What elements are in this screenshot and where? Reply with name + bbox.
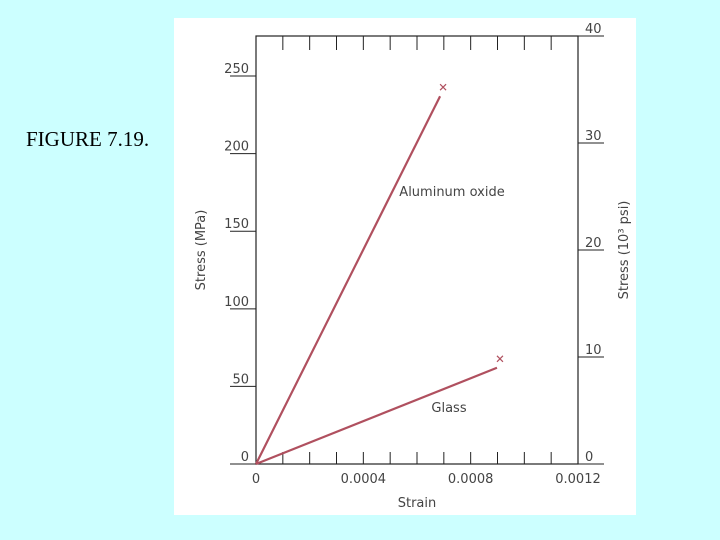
chart-panel xyxy=(174,18,636,515)
y2-tick-label: 30 xyxy=(585,129,602,144)
x-tick-label: 0 xyxy=(252,472,260,487)
y-tick-label: 250 xyxy=(224,62,249,77)
series-line xyxy=(255,366,498,466)
fracture-marker xyxy=(439,83,447,91)
series-label: Aluminum oxide xyxy=(399,185,504,200)
y2-tick-label: 0 xyxy=(585,450,593,465)
y2-axis-label: Stress (10³ psi) xyxy=(617,201,632,300)
y-tick-label: 100 xyxy=(224,295,249,310)
y-tick-label: 150 xyxy=(224,217,249,232)
y-tick-label: 200 xyxy=(224,140,249,155)
y2-tick-label: 20 xyxy=(585,236,602,251)
x-axis-label: Strain xyxy=(398,496,437,511)
fracture-marker xyxy=(496,355,504,363)
figure-label: FIGURE 7.19. xyxy=(26,127,149,151)
y2-tick-label: 40 xyxy=(585,22,602,37)
x-tick-label: 0.0004 xyxy=(341,472,387,487)
series-line xyxy=(255,95,442,465)
series-label: Glass xyxy=(431,401,466,416)
y-axis-label: Stress (MPa) xyxy=(194,210,209,291)
x-tick-label: 0.0008 xyxy=(448,472,494,487)
y-tick-label: 50 xyxy=(232,372,249,387)
y2-tick-label: 10 xyxy=(585,343,602,358)
y-tick-label: 0 xyxy=(241,450,249,465)
x-tick-label: 0.0012 xyxy=(555,472,601,487)
